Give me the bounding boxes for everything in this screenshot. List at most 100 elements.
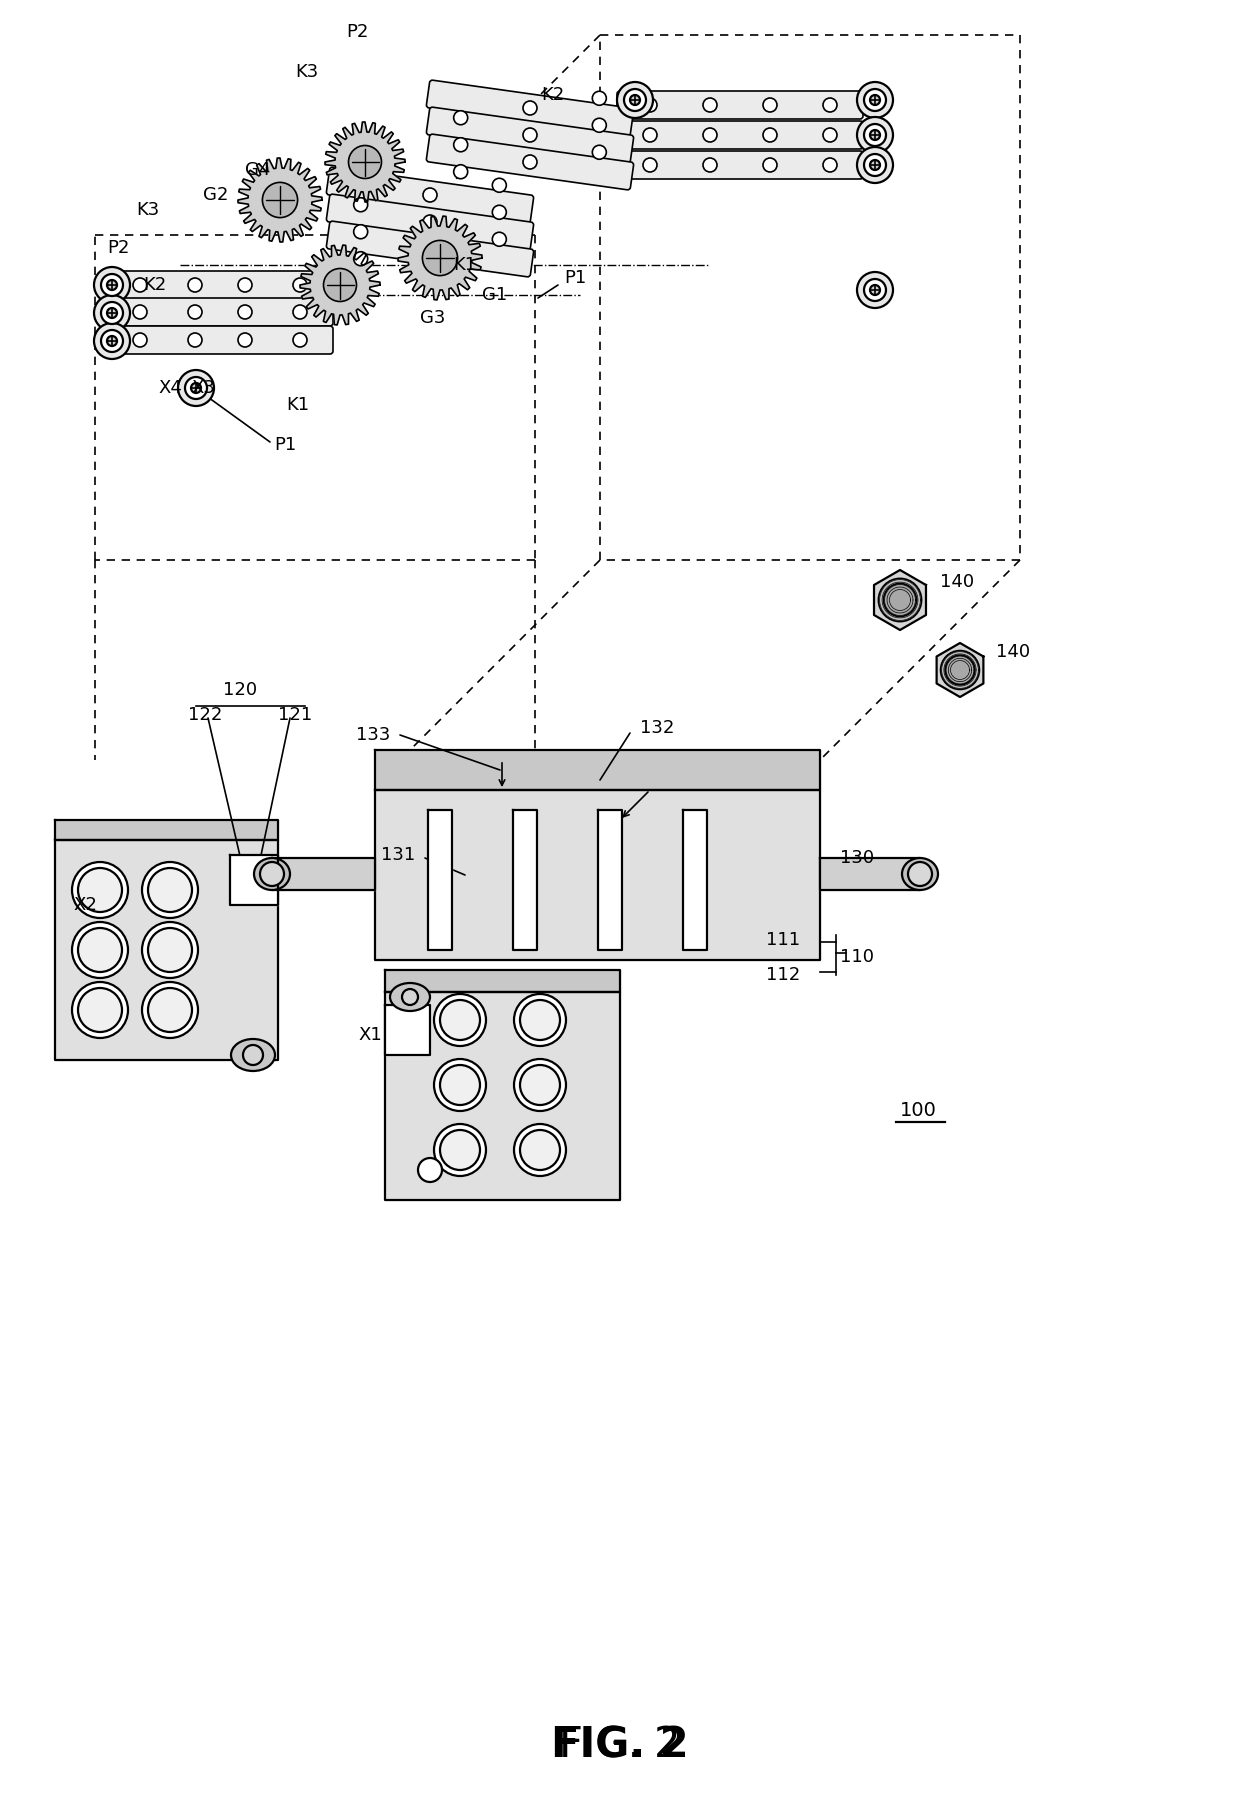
FancyBboxPatch shape xyxy=(107,298,334,327)
Polygon shape xyxy=(874,571,926,630)
Text: X1: X1 xyxy=(358,1027,382,1045)
Circle shape xyxy=(823,158,837,172)
Circle shape xyxy=(593,92,606,106)
Circle shape xyxy=(440,1000,480,1039)
Circle shape xyxy=(107,336,117,346)
FancyBboxPatch shape xyxy=(326,167,533,223)
Circle shape xyxy=(945,655,975,686)
Circle shape xyxy=(423,215,436,230)
Polygon shape xyxy=(598,810,622,950)
Circle shape xyxy=(143,982,198,1038)
Circle shape xyxy=(763,158,777,172)
Circle shape xyxy=(100,330,123,352)
Circle shape xyxy=(434,1059,486,1111)
Circle shape xyxy=(492,205,506,219)
FancyBboxPatch shape xyxy=(107,327,334,354)
Text: X3: X3 xyxy=(191,379,215,397)
Polygon shape xyxy=(683,810,707,950)
Circle shape xyxy=(143,862,198,917)
Polygon shape xyxy=(272,858,374,890)
Circle shape xyxy=(185,377,207,398)
Polygon shape xyxy=(229,854,278,905)
FancyBboxPatch shape xyxy=(618,120,863,149)
Circle shape xyxy=(454,111,467,124)
Circle shape xyxy=(515,1059,565,1111)
Circle shape xyxy=(870,129,880,140)
Text: G3: G3 xyxy=(420,309,445,327)
Text: FIG. 2: FIG. 2 xyxy=(559,1723,681,1766)
Circle shape xyxy=(100,302,123,325)
Circle shape xyxy=(492,178,506,192)
Circle shape xyxy=(644,99,657,111)
Circle shape xyxy=(260,862,284,887)
Text: K3: K3 xyxy=(136,201,160,219)
Circle shape xyxy=(864,124,887,145)
Circle shape xyxy=(78,928,122,973)
FancyBboxPatch shape xyxy=(326,194,533,250)
Circle shape xyxy=(243,1045,263,1064)
Text: X2: X2 xyxy=(73,896,97,914)
Text: FIG. 2: FIG. 2 xyxy=(552,1723,688,1766)
Circle shape xyxy=(107,280,117,291)
Ellipse shape xyxy=(254,858,290,890)
Circle shape xyxy=(238,305,252,320)
Text: G2: G2 xyxy=(202,187,228,205)
Ellipse shape xyxy=(901,858,937,890)
Text: X4: X4 xyxy=(157,379,182,397)
Circle shape xyxy=(133,305,148,320)
Text: 122: 122 xyxy=(187,705,222,723)
Ellipse shape xyxy=(231,1039,275,1072)
Circle shape xyxy=(523,127,537,142)
Circle shape xyxy=(870,285,880,294)
Circle shape xyxy=(72,923,128,978)
FancyBboxPatch shape xyxy=(427,81,634,136)
Circle shape xyxy=(188,334,202,346)
Text: K3: K3 xyxy=(295,63,319,81)
Ellipse shape xyxy=(391,984,430,1011)
Circle shape xyxy=(618,83,653,118)
Text: 120: 120 xyxy=(223,680,257,698)
Text: 131: 131 xyxy=(381,845,415,863)
Circle shape xyxy=(148,869,192,912)
Circle shape xyxy=(143,923,198,978)
Circle shape xyxy=(823,99,837,111)
Text: G4: G4 xyxy=(246,162,270,180)
Circle shape xyxy=(523,154,537,169)
Text: 132: 132 xyxy=(640,720,675,738)
Circle shape xyxy=(515,1124,565,1176)
Circle shape xyxy=(353,224,368,239)
Circle shape xyxy=(238,278,252,293)
Circle shape xyxy=(293,334,308,346)
FancyBboxPatch shape xyxy=(326,221,533,276)
Circle shape xyxy=(593,118,606,133)
Circle shape xyxy=(78,869,122,912)
Text: P2: P2 xyxy=(107,239,129,257)
Text: 140: 140 xyxy=(996,643,1030,661)
Polygon shape xyxy=(384,1005,430,1055)
Circle shape xyxy=(857,147,893,183)
Circle shape xyxy=(133,334,148,346)
Text: 130: 130 xyxy=(839,849,874,867)
Circle shape xyxy=(293,305,308,320)
Circle shape xyxy=(523,101,537,115)
Polygon shape xyxy=(820,858,920,890)
FancyBboxPatch shape xyxy=(427,108,634,163)
Polygon shape xyxy=(55,820,278,840)
Text: K2: K2 xyxy=(542,86,564,104)
Circle shape xyxy=(492,232,506,246)
Circle shape xyxy=(434,994,486,1046)
Circle shape xyxy=(353,251,368,266)
Polygon shape xyxy=(238,158,322,242)
Circle shape xyxy=(78,987,122,1032)
Circle shape xyxy=(100,275,123,296)
Circle shape xyxy=(857,273,893,309)
Circle shape xyxy=(644,158,657,172)
Circle shape xyxy=(94,294,130,330)
Circle shape xyxy=(857,83,893,118)
Circle shape xyxy=(624,90,646,111)
Circle shape xyxy=(857,117,893,153)
Circle shape xyxy=(864,90,887,111)
Polygon shape xyxy=(300,246,379,325)
Text: P2: P2 xyxy=(346,23,368,41)
Text: 133: 133 xyxy=(356,725,391,743)
